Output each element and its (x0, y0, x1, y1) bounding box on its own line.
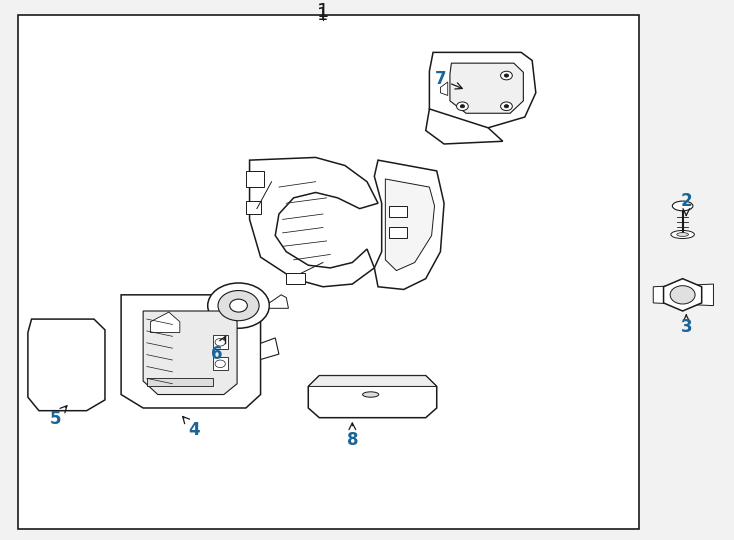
Circle shape (208, 283, 269, 328)
Circle shape (218, 291, 259, 321)
Polygon shape (308, 376, 437, 387)
Text: 5: 5 (49, 406, 67, 428)
Polygon shape (653, 284, 713, 306)
Ellipse shape (363, 392, 379, 397)
Polygon shape (121, 295, 261, 408)
Polygon shape (28, 319, 105, 411)
Bar (286, 273, 305, 284)
Circle shape (457, 102, 468, 111)
Circle shape (230, 299, 247, 312)
Ellipse shape (672, 201, 693, 211)
Circle shape (504, 74, 509, 77)
Polygon shape (426, 109, 503, 144)
Bar (213, 335, 228, 349)
Polygon shape (150, 312, 180, 333)
Circle shape (215, 360, 225, 368)
Ellipse shape (677, 233, 688, 237)
Text: 3: 3 (680, 315, 692, 336)
Bar (246, 200, 261, 214)
Polygon shape (385, 179, 435, 271)
Polygon shape (440, 82, 448, 96)
FancyBboxPatch shape (18, 15, 639, 529)
Text: 2: 2 (680, 192, 692, 215)
Circle shape (670, 286, 695, 304)
Bar (389, 227, 407, 238)
Bar (246, 171, 264, 187)
Ellipse shape (671, 231, 694, 239)
Circle shape (504, 105, 509, 108)
Polygon shape (250, 158, 378, 287)
Polygon shape (308, 376, 437, 417)
Text: 7: 7 (435, 70, 462, 89)
Polygon shape (450, 63, 523, 113)
Polygon shape (429, 52, 536, 128)
Bar (213, 357, 228, 370)
Polygon shape (664, 279, 702, 311)
Polygon shape (269, 295, 288, 308)
Circle shape (215, 339, 225, 346)
Text: 6: 6 (211, 336, 225, 363)
Circle shape (501, 71, 512, 80)
Circle shape (460, 105, 465, 108)
Text: 1: 1 (317, 3, 329, 22)
Polygon shape (143, 311, 237, 395)
Polygon shape (261, 338, 279, 360)
Text: 4: 4 (183, 416, 200, 438)
Polygon shape (147, 379, 213, 387)
Text: 8: 8 (346, 423, 358, 449)
Text: 1: 1 (317, 5, 329, 24)
Polygon shape (374, 160, 444, 289)
Circle shape (501, 102, 512, 111)
Bar (389, 206, 407, 217)
